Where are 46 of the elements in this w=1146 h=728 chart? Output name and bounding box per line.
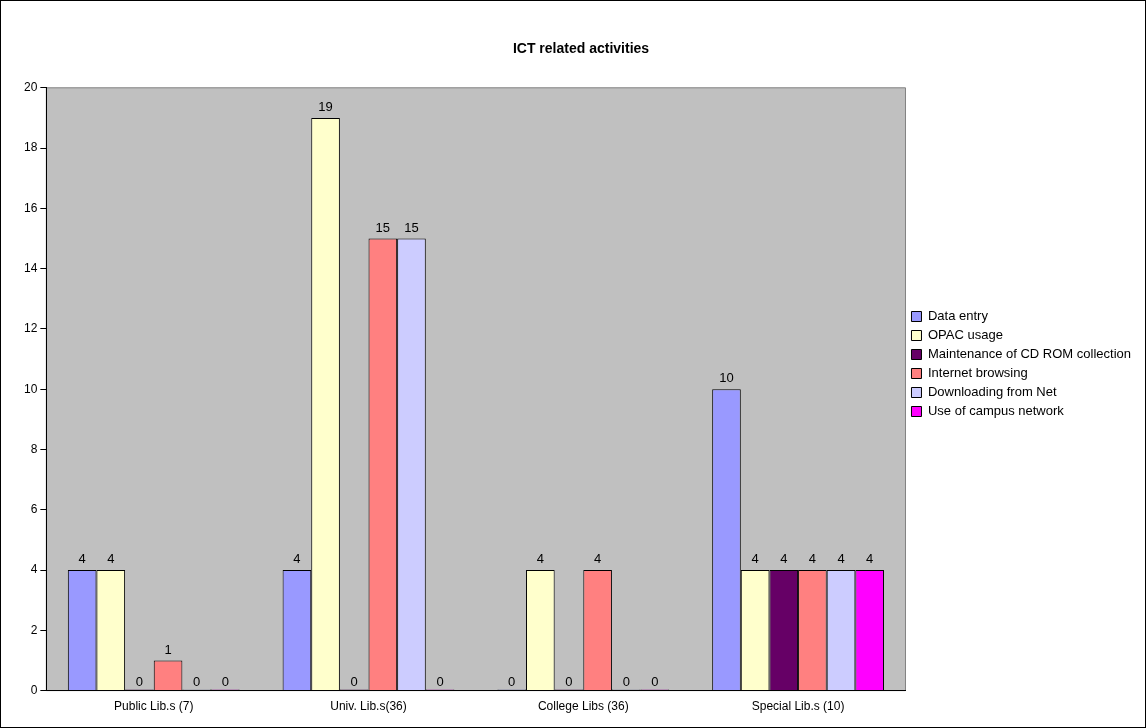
data-label: 4 bbox=[78, 551, 86, 567]
data-label: 4 bbox=[780, 551, 788, 567]
y-tick-label: 0 bbox=[30, 682, 38, 697]
y-tick-label: 8 bbox=[30, 441, 38, 456]
y-tick-label: 14 bbox=[23, 260, 38, 275]
data-label: 0 bbox=[565, 673, 573, 689]
data-label: 0 bbox=[622, 673, 630, 689]
y-tick-label: 20 bbox=[23, 80, 38, 95]
y-tick-label: 18 bbox=[23, 140, 38, 155]
legend-label: Use of campus network bbox=[927, 403, 1065, 419]
y-tick-label: 6 bbox=[30, 502, 38, 517]
x-tick-label: Public Lib.s (7) bbox=[114, 699, 194, 714]
chart-title: ICT related activities bbox=[512, 40, 650, 57]
data-label: 0 bbox=[193, 673, 201, 689]
data-label: 0 bbox=[436, 673, 444, 689]
legend-label: Downloading from Net bbox=[927, 384, 1057, 400]
x-tick-label: College Libs (36) bbox=[537, 699, 629, 714]
legend-label: Data entry bbox=[927, 308, 989, 324]
data-label: 0 bbox=[508, 673, 516, 689]
data-label: 4 bbox=[293, 551, 301, 567]
data-label: 19 bbox=[318, 99, 333, 115]
data-label: 0 bbox=[221, 673, 229, 689]
data-label: 0 bbox=[350, 673, 358, 689]
data-label: 4 bbox=[536, 551, 544, 567]
data-label: 0 bbox=[651, 673, 659, 689]
legend-label: Maintenance of CD ROM collection bbox=[927, 346, 1131, 362]
data-label: 4 bbox=[808, 551, 817, 567]
data-label: 4 bbox=[837, 551, 845, 567]
data-label: 4 bbox=[594, 551, 602, 567]
x-tick-label: Special Lib.s (10) bbox=[751, 699, 845, 714]
data-label: 4 bbox=[751, 551, 759, 567]
legend-label: OPAC usage bbox=[927, 327, 1003, 343]
data-label: 15 bbox=[404, 219, 419, 235]
data-label: 4 bbox=[866, 551, 874, 567]
data-label: 0 bbox=[135, 673, 144, 689]
legend-label: Internet browsing bbox=[927, 365, 1028, 381]
data-label: 1 bbox=[164, 641, 172, 657]
y-tick-label: 4 bbox=[30, 562, 38, 577]
y-tick-label: 12 bbox=[23, 321, 38, 336]
x-tick-label: Univ. Lib.s(36) bbox=[330, 699, 407, 714]
y-tick-label: 16 bbox=[23, 200, 38, 215]
data-label: 15 bbox=[375, 219, 391, 235]
data-label: 10 bbox=[719, 370, 734, 386]
y-tick-label: 10 bbox=[23, 381, 38, 396]
data-label: 4 bbox=[107, 551, 115, 567]
y-tick-label: 2 bbox=[30, 622, 38, 637]
